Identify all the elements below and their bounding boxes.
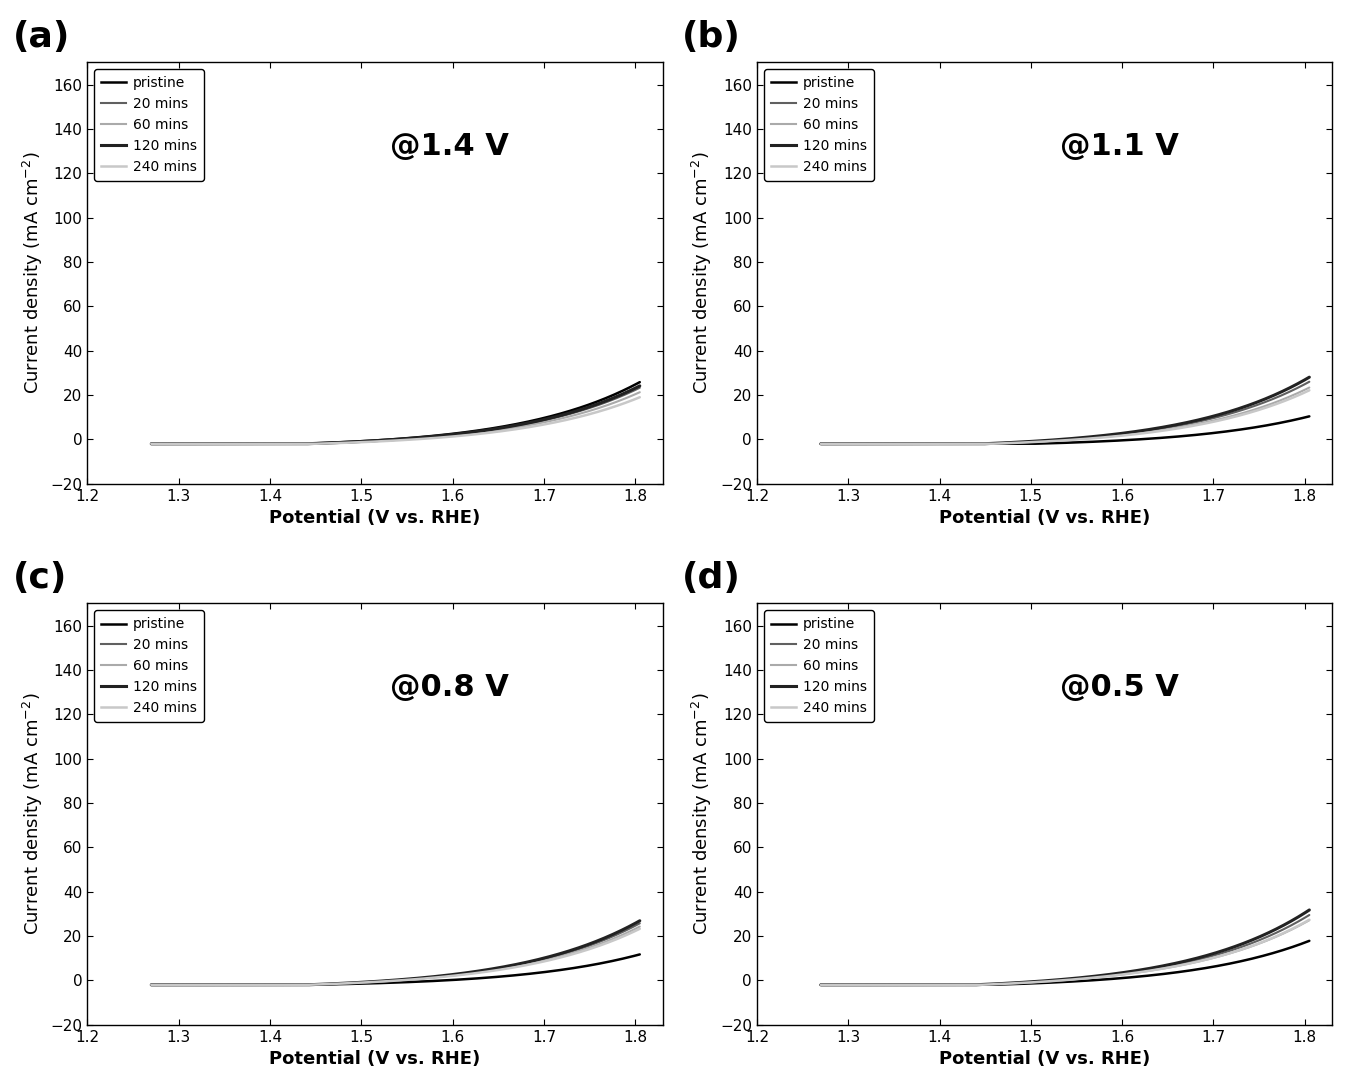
Y-axis label: Current density (mA cm$^{-2}$): Current density (mA cm$^{-2}$) [690, 693, 714, 935]
Text: (b): (b) [682, 20, 741, 54]
Text: (d): (d) [682, 561, 741, 595]
Text: (c): (c) [12, 561, 66, 595]
X-axis label: Potential (V vs. RHE): Potential (V vs. RHE) [939, 510, 1150, 527]
Legend: pristine, 20 mins, 60 mins, 120 mins, 240 mins: pristine, 20 mins, 60 mins, 120 mins, 24… [95, 611, 204, 722]
Y-axis label: Current density (mA cm$^{-2}$): Current density (mA cm$^{-2}$) [20, 151, 45, 394]
Text: @0.5 V: @0.5 V [1059, 673, 1178, 702]
Y-axis label: Current density (mA cm$^{-2}$): Current density (mA cm$^{-2}$) [690, 151, 714, 394]
X-axis label: Potential (V vs. RHE): Potential (V vs. RHE) [269, 510, 480, 527]
Text: @0.8 V: @0.8 V [390, 673, 509, 702]
Text: @1.4 V: @1.4 V [390, 132, 509, 161]
X-axis label: Potential (V vs. RHE): Potential (V vs. RHE) [269, 1050, 480, 1068]
X-axis label: Potential (V vs. RHE): Potential (V vs. RHE) [939, 1050, 1150, 1068]
Y-axis label: Current density (mA cm$^{-2}$): Current density (mA cm$^{-2}$) [20, 693, 45, 935]
Text: @1.1 V: @1.1 V [1059, 132, 1178, 161]
Legend: pristine, 20 mins, 60 mins, 120 mins, 240 mins: pristine, 20 mins, 60 mins, 120 mins, 24… [764, 70, 874, 181]
Legend: pristine, 20 mins, 60 mins, 120 mins, 240 mins: pristine, 20 mins, 60 mins, 120 mins, 24… [95, 70, 204, 181]
Legend: pristine, 20 mins, 60 mins, 120 mins, 240 mins: pristine, 20 mins, 60 mins, 120 mins, 24… [764, 611, 874, 722]
Text: (a): (a) [12, 20, 70, 54]
